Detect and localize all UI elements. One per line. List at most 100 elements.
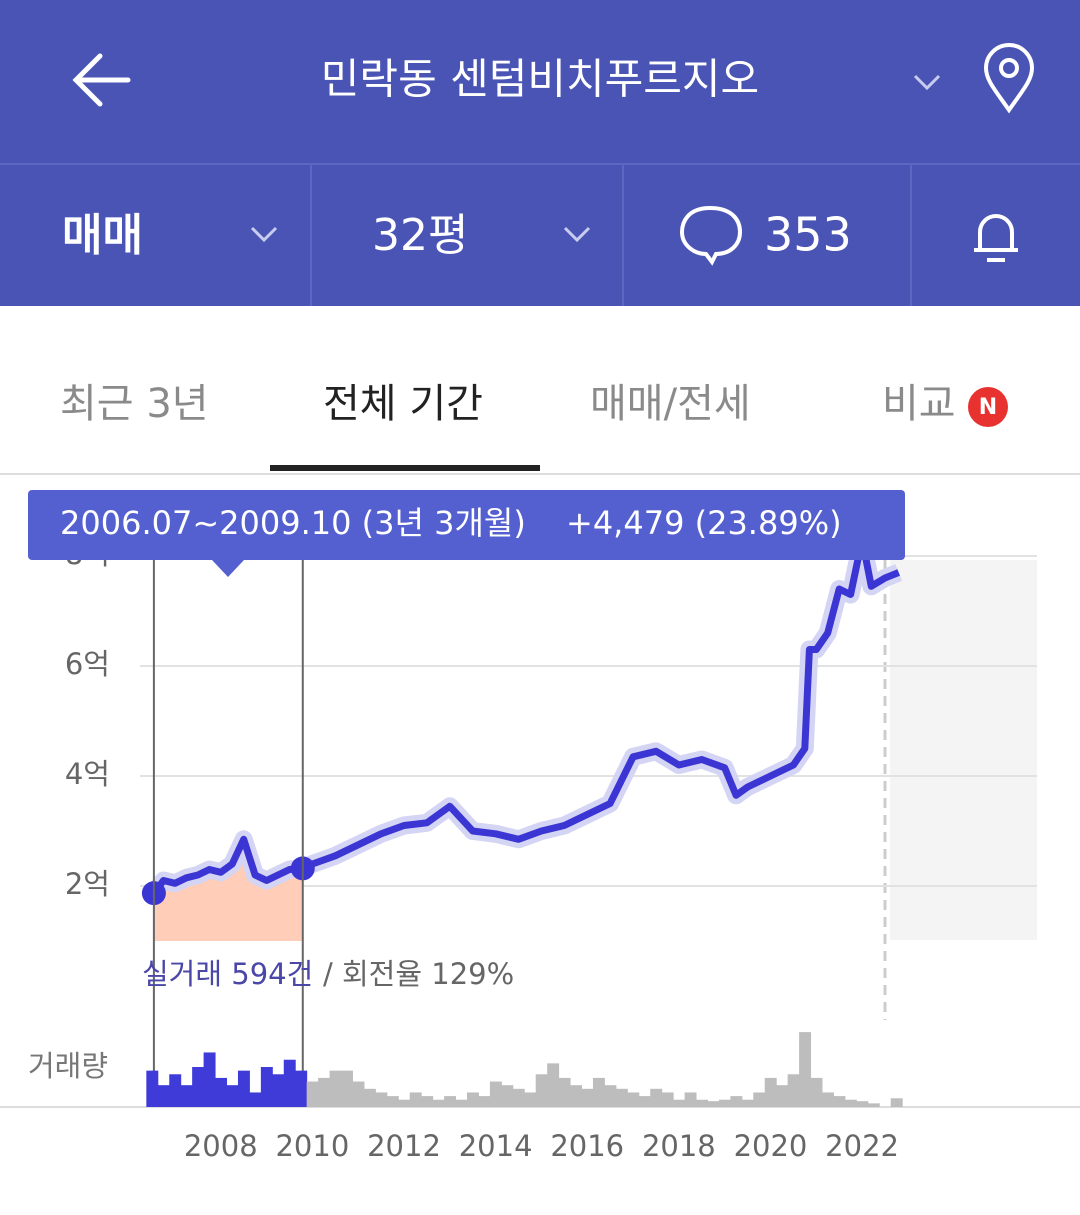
- volume-bar: [810, 1077, 823, 1107]
- badge-text: N: [979, 395, 997, 420]
- volume-bar: [237, 1070, 250, 1107]
- tooltip: 2006.07~2009.10 (3년 3개월) +4,479 (23.89%): [28, 490, 905, 577]
- deal-type-filter[interactable]: 매매: [62, 210, 143, 261]
- volume-bar: [455, 1099, 468, 1107]
- volume-bar: [352, 1081, 365, 1107]
- active-tab-indicator: [270, 465, 540, 471]
- comment-icon[interactable]: [679, 205, 743, 266]
- tab[interactable]: 매매/전세: [590, 381, 751, 427]
- volume-bar: [753, 1092, 766, 1107]
- volume-bar: [295, 1070, 308, 1107]
- volume-bar: [444, 1096, 457, 1107]
- volume-bar: [787, 1074, 800, 1107]
- price-line: [151, 536, 901, 896]
- volume-bar: [730, 1096, 743, 1107]
- x-tick-label: 2022: [825, 1129, 899, 1163]
- alert-button[interactable]: [974, 214, 1018, 262]
- tab[interactable]: 비교: [882, 381, 956, 427]
- turnover: / 회전율 129%: [323, 957, 514, 991]
- location-button[interactable]: [983, 43, 1035, 114]
- page-title: 민락동 센텀비치푸르지오: [321, 55, 759, 104]
- x-tick-label: 2008: [184, 1129, 258, 1163]
- future-area: [890, 560, 1037, 940]
- volume-bar: [547, 1063, 560, 1107]
- x-tick-label: 2014: [459, 1129, 533, 1163]
- back-button[interactable]: [72, 53, 131, 107]
- tooltip-pointer: [212, 560, 244, 577]
- header-bg: [0, 0, 1080, 306]
- volume-bar: [215, 1077, 228, 1107]
- volume-bar: [249, 1092, 262, 1107]
- y-tick-label: 4억: [65, 757, 110, 791]
- volume-bar: [512, 1088, 525, 1107]
- volume-bar: [409, 1092, 422, 1107]
- volume-bar: [203, 1052, 216, 1107]
- volume-bar: [341, 1070, 353, 1107]
- volume-bar: [856, 1101, 869, 1107]
- x-tick-label: 2010: [275, 1129, 349, 1163]
- volume-bar: [718, 1099, 731, 1107]
- volume-bar: [157, 1085, 170, 1107]
- volume-bar: [375, 1092, 388, 1107]
- volume-bar: [650, 1088, 663, 1107]
- tab[interactable]: 최근 3년: [60, 381, 209, 427]
- volume-bar: [329, 1070, 342, 1107]
- volume-bar: [822, 1092, 834, 1107]
- volume-bar: [661, 1092, 674, 1107]
- size-filter[interactable]: 32평: [372, 210, 468, 261]
- volume-bar: [741, 1099, 754, 1107]
- volume-bar: [260, 1067, 273, 1107]
- volume-bar: [707, 1101, 720, 1107]
- volume-bar: [318, 1077, 331, 1107]
- tooltip-range: 2006.07~2009.10 (3년 3개월): [60, 504, 526, 542]
- x-tick-label: 2018: [642, 1129, 716, 1163]
- volume-bar: [592, 1077, 605, 1107]
- x-tick-label: 2016: [550, 1129, 624, 1163]
- volume-bar: [673, 1099, 686, 1107]
- volume-bar: [146, 1070, 159, 1107]
- tab[interactable]: 전체 기간: [323, 381, 483, 427]
- volume-bar: [890, 1098, 903, 1107]
- volume-bar: [844, 1099, 857, 1107]
- volume-bar: [524, 1092, 537, 1107]
- volume-label: 거래량: [28, 1049, 108, 1083]
- volume-bar: [192, 1067, 205, 1107]
- volume-bar: [558, 1077, 571, 1107]
- volume-bar: [581, 1088, 594, 1107]
- volume-bar: [570, 1085, 583, 1107]
- volume-bar: [489, 1081, 502, 1107]
- volume-bar: [615, 1088, 628, 1107]
- badge: [968, 387, 1008, 427]
- volume-bar: [501, 1085, 514, 1107]
- x-tick-label: 2020: [734, 1129, 808, 1163]
- volume-bar: [226, 1085, 239, 1107]
- volume-bar: [627, 1092, 640, 1107]
- comment-count[interactable]: 353: [764, 208, 852, 262]
- deal-count: 실거래 594건: [142, 957, 313, 991]
- volume-bar: [638, 1096, 651, 1107]
- title-dropdown[interactable]: [913, 74, 941, 91]
- volume-bar: [421, 1096, 434, 1107]
- volume-bar: [363, 1088, 376, 1107]
- volume-bar: [398, 1099, 411, 1107]
- volume-bar: [799, 1032, 812, 1107]
- tooltip-change: +4,479 (23.89%): [566, 504, 842, 542]
- volume-bar: [466, 1092, 479, 1107]
- volume-bar: [180, 1085, 193, 1107]
- volume-bar: [696, 1099, 708, 1107]
- volume-bar: [169, 1074, 182, 1107]
- dropdown-icon: [563, 226, 591, 243]
- volume-bar: [684, 1092, 697, 1107]
- volume-bar: [306, 1081, 319, 1107]
- dropdown-icon: [250, 226, 278, 243]
- volume-bar: [776, 1085, 789, 1107]
- volume-bar: [478, 1096, 491, 1107]
- volume-bar: [432, 1099, 445, 1107]
- volume-bar: [867, 1103, 880, 1107]
- y-tick-label: 6억: [65, 647, 110, 681]
- x-tick-label: 2012: [367, 1129, 441, 1163]
- volume-bar: [386, 1096, 399, 1107]
- volume-bar: [764, 1077, 777, 1107]
